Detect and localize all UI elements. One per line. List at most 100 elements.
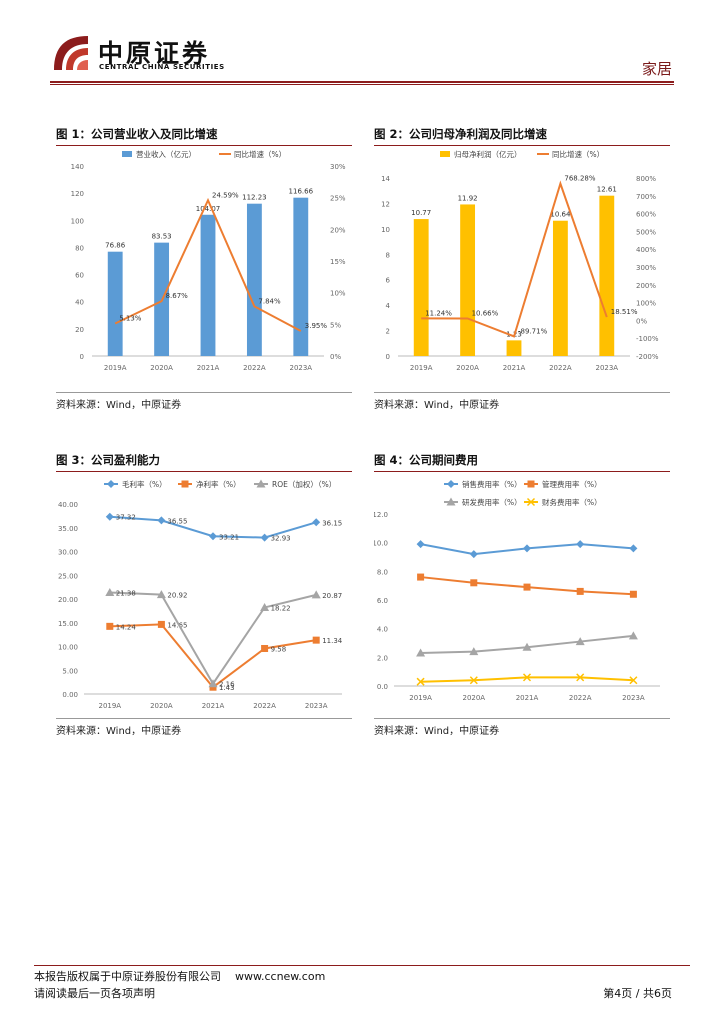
- y2-tick-label: 20%: [330, 226, 346, 234]
- figure-source: 资料来源：Wind，中原证券: [56, 718, 352, 737]
- legend-label: 同比增速（%）: [234, 149, 286, 159]
- marker-diamond: [312, 518, 321, 527]
- y-tick-label: 80: [75, 244, 84, 252]
- y2-tick-label: 200%: [636, 282, 656, 290]
- marker-triangle: [469, 647, 479, 656]
- marker-triangle: [156, 590, 166, 599]
- footer-disclaimer-notice: 请阅读最后一页各项声明: [34, 987, 155, 1000]
- x-tick-label: 2019A: [409, 694, 432, 702]
- point-value-label: 32.93: [271, 535, 291, 543]
- figure-title: 图 1：公司营业收入及同比增速: [56, 126, 352, 146]
- figure-3-panel: 图 3：公司盈利能力 0.00 5.00 10.00 15.00 20.00 25.00 3…: [56, 452, 352, 737]
- y-tick-label: 15.00: [58, 620, 78, 628]
- website-link[interactable]: www.ccnew.com: [235, 970, 326, 983]
- y-tick-label: 0.00: [62, 691, 78, 699]
- y2-tick-label: 0%: [636, 317, 647, 325]
- figure-1-panel: 图 1：公司营业收入及同比增速 0 20 40 60 80 100 120 140 0% 5% 10…: [56, 126, 352, 411]
- figure-source: 资料来源：Wind，中原证券: [374, 718, 670, 737]
- y-tick-label: 25.00: [58, 572, 78, 580]
- point-value-label: 36.55: [167, 517, 187, 525]
- x-tick-label: 2020A: [456, 364, 479, 372]
- marker-triangle: [105, 587, 115, 596]
- y-tick-label: 2.0: [377, 654, 388, 662]
- net-profit-chart: 0 2 4 6 8 10 12 14 -200% -100% 0% 100% 200% 300% 400% 5…: [381, 149, 659, 372]
- y-tick-label: 5.00: [62, 667, 78, 675]
- marker-square: [261, 644, 269, 652]
- legend-label: 同比增速（%）: [552, 149, 604, 159]
- y-tick-label: 10.00: [58, 644, 78, 652]
- point-value-label: 20.87: [322, 592, 342, 600]
- y-tick-label: 10: [381, 226, 390, 234]
- figure-source: 资料来源：Wind，中原证券: [56, 392, 352, 411]
- figure-4-panel: 图 4：公司期间费用 0.0 2.0 4.0 6.0 8.0 10.0 12.0 2019A 2…: [374, 452, 670, 737]
- marker-triangle: [628, 631, 638, 640]
- bar: [200, 214, 216, 356]
- bar: [506, 340, 522, 356]
- bar-value-label: 104.07: [196, 205, 221, 213]
- growth-line: [421, 180, 608, 338]
- marker-triangle: [575, 637, 585, 646]
- y-tick-label: 6.0: [377, 597, 388, 605]
- profitability-chart: 0.00 5.00 10.00 15.00 20.00 25.00 30.00 35.00 40…: [58, 479, 343, 710]
- marker-square: [629, 590, 637, 598]
- legend-label: 财务费用率（%）: [542, 497, 602, 507]
- y-tick-label: 2: [386, 328, 390, 336]
- legend-label: 归母净利润（亿元）: [454, 149, 522, 159]
- marker-x: [416, 677, 425, 686]
- x-tick-label: 2019A: [104, 364, 127, 372]
- marker-diamond: [523, 544, 531, 553]
- legend-label: 管理费用率（%）: [542, 479, 602, 489]
- bar: [246, 203, 262, 356]
- marker-square: [527, 480, 535, 488]
- legend-label: 营业收入（亿元）: [136, 149, 196, 159]
- y-tick-label: 30.00: [58, 549, 78, 557]
- company-name-en: CENTRAL CHINA SECURITIES: [99, 63, 225, 71]
- y-tick-label: 20.00: [58, 596, 78, 604]
- line-value-label: 11.24%: [425, 309, 452, 317]
- y-tick-label: 12: [381, 200, 390, 208]
- point-value-label: 14.65: [167, 621, 187, 629]
- x-tick-label: 2020A: [150, 702, 173, 710]
- marker-triangle: [311, 590, 321, 599]
- y-tick-label: 100: [71, 217, 84, 225]
- y2-tick-label: 400%: [636, 246, 656, 254]
- marker-square: [576, 587, 584, 595]
- expense-ratio-chart: 0.0 2.0 4.0 6.0 8.0 10.0 12.0 2019A 2020A 2021A 20…: [374, 479, 660, 702]
- y-tick-label: 4.0: [377, 626, 388, 634]
- y-tick-label: 0.0: [377, 683, 388, 691]
- legend-swatch-bar: [122, 151, 132, 157]
- x-tick-label: 2023A: [622, 694, 645, 702]
- y-tick-label: 8: [386, 251, 390, 259]
- bar-value-label: 83.53: [152, 233, 172, 241]
- point-value-label: 18.22: [271, 604, 291, 612]
- y2-tick-label: 800%: [636, 175, 656, 183]
- footer-divider: [34, 965, 690, 966]
- y-tick-label: 8.0: [377, 568, 388, 576]
- marker-diamond: [576, 540, 585, 549]
- x-tick-label: 2022A: [253, 702, 276, 710]
- y2-tick-label: 700%: [636, 193, 656, 201]
- copyright-text: 本报告版权属于中原证券股份有限公司: [34, 970, 221, 983]
- marker-diamond: [209, 532, 217, 541]
- point-value-label: 37.32: [116, 514, 136, 522]
- point-value-label: 2.16: [219, 681, 235, 689]
- point-value-label: 9.58: [271, 645, 287, 653]
- marker-triangle: [446, 497, 456, 506]
- y-tick-label: 14: [381, 175, 390, 183]
- bar: [107, 251, 123, 356]
- point-value-label: 14.24: [116, 623, 137, 631]
- marker-diamond: [469, 550, 478, 559]
- y2-tick-label: 30%: [330, 163, 346, 171]
- bar: [552, 220, 568, 356]
- figure-title: 图 2：公司归母净利润及同比增速: [374, 126, 670, 146]
- marker-diamond: [105, 512, 114, 521]
- series-line: [109, 623, 317, 689]
- bar-value-label: 116.66: [289, 188, 314, 196]
- legend-swatch-bar: [440, 151, 450, 157]
- y-tick-label: 140: [71, 163, 84, 171]
- y-tick-label: 4: [386, 302, 391, 310]
- y-tick-label: 12.0: [374, 511, 388, 519]
- line-value-label: 18.51%: [611, 308, 638, 316]
- y-tick-label: 40.00: [58, 501, 78, 509]
- point-value-label: 21.38: [116, 589, 136, 597]
